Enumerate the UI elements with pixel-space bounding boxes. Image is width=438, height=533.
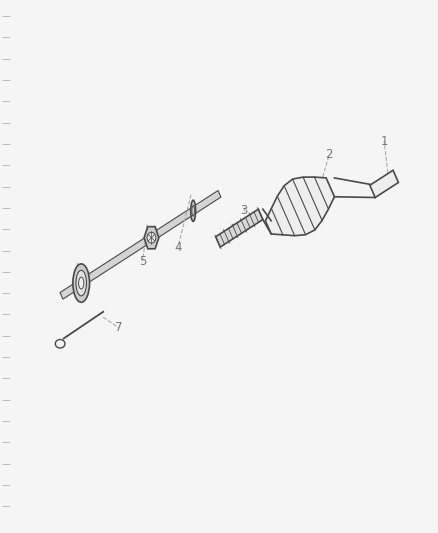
Polygon shape (369, 170, 398, 198)
Ellipse shape (78, 277, 84, 289)
Text: 5: 5 (139, 255, 146, 268)
Ellipse shape (73, 264, 89, 302)
Polygon shape (265, 177, 334, 236)
Text: 6: 6 (73, 265, 81, 278)
Ellipse shape (190, 200, 195, 221)
Polygon shape (215, 209, 262, 247)
Polygon shape (144, 227, 159, 249)
Text: 3: 3 (240, 204, 247, 217)
Text: 2: 2 (325, 148, 332, 161)
Polygon shape (60, 190, 220, 299)
Ellipse shape (76, 270, 86, 296)
Text: 1: 1 (379, 135, 387, 148)
Text: 7: 7 (114, 321, 122, 334)
Text: 4: 4 (173, 241, 181, 254)
Circle shape (147, 232, 155, 243)
Ellipse shape (191, 206, 194, 216)
